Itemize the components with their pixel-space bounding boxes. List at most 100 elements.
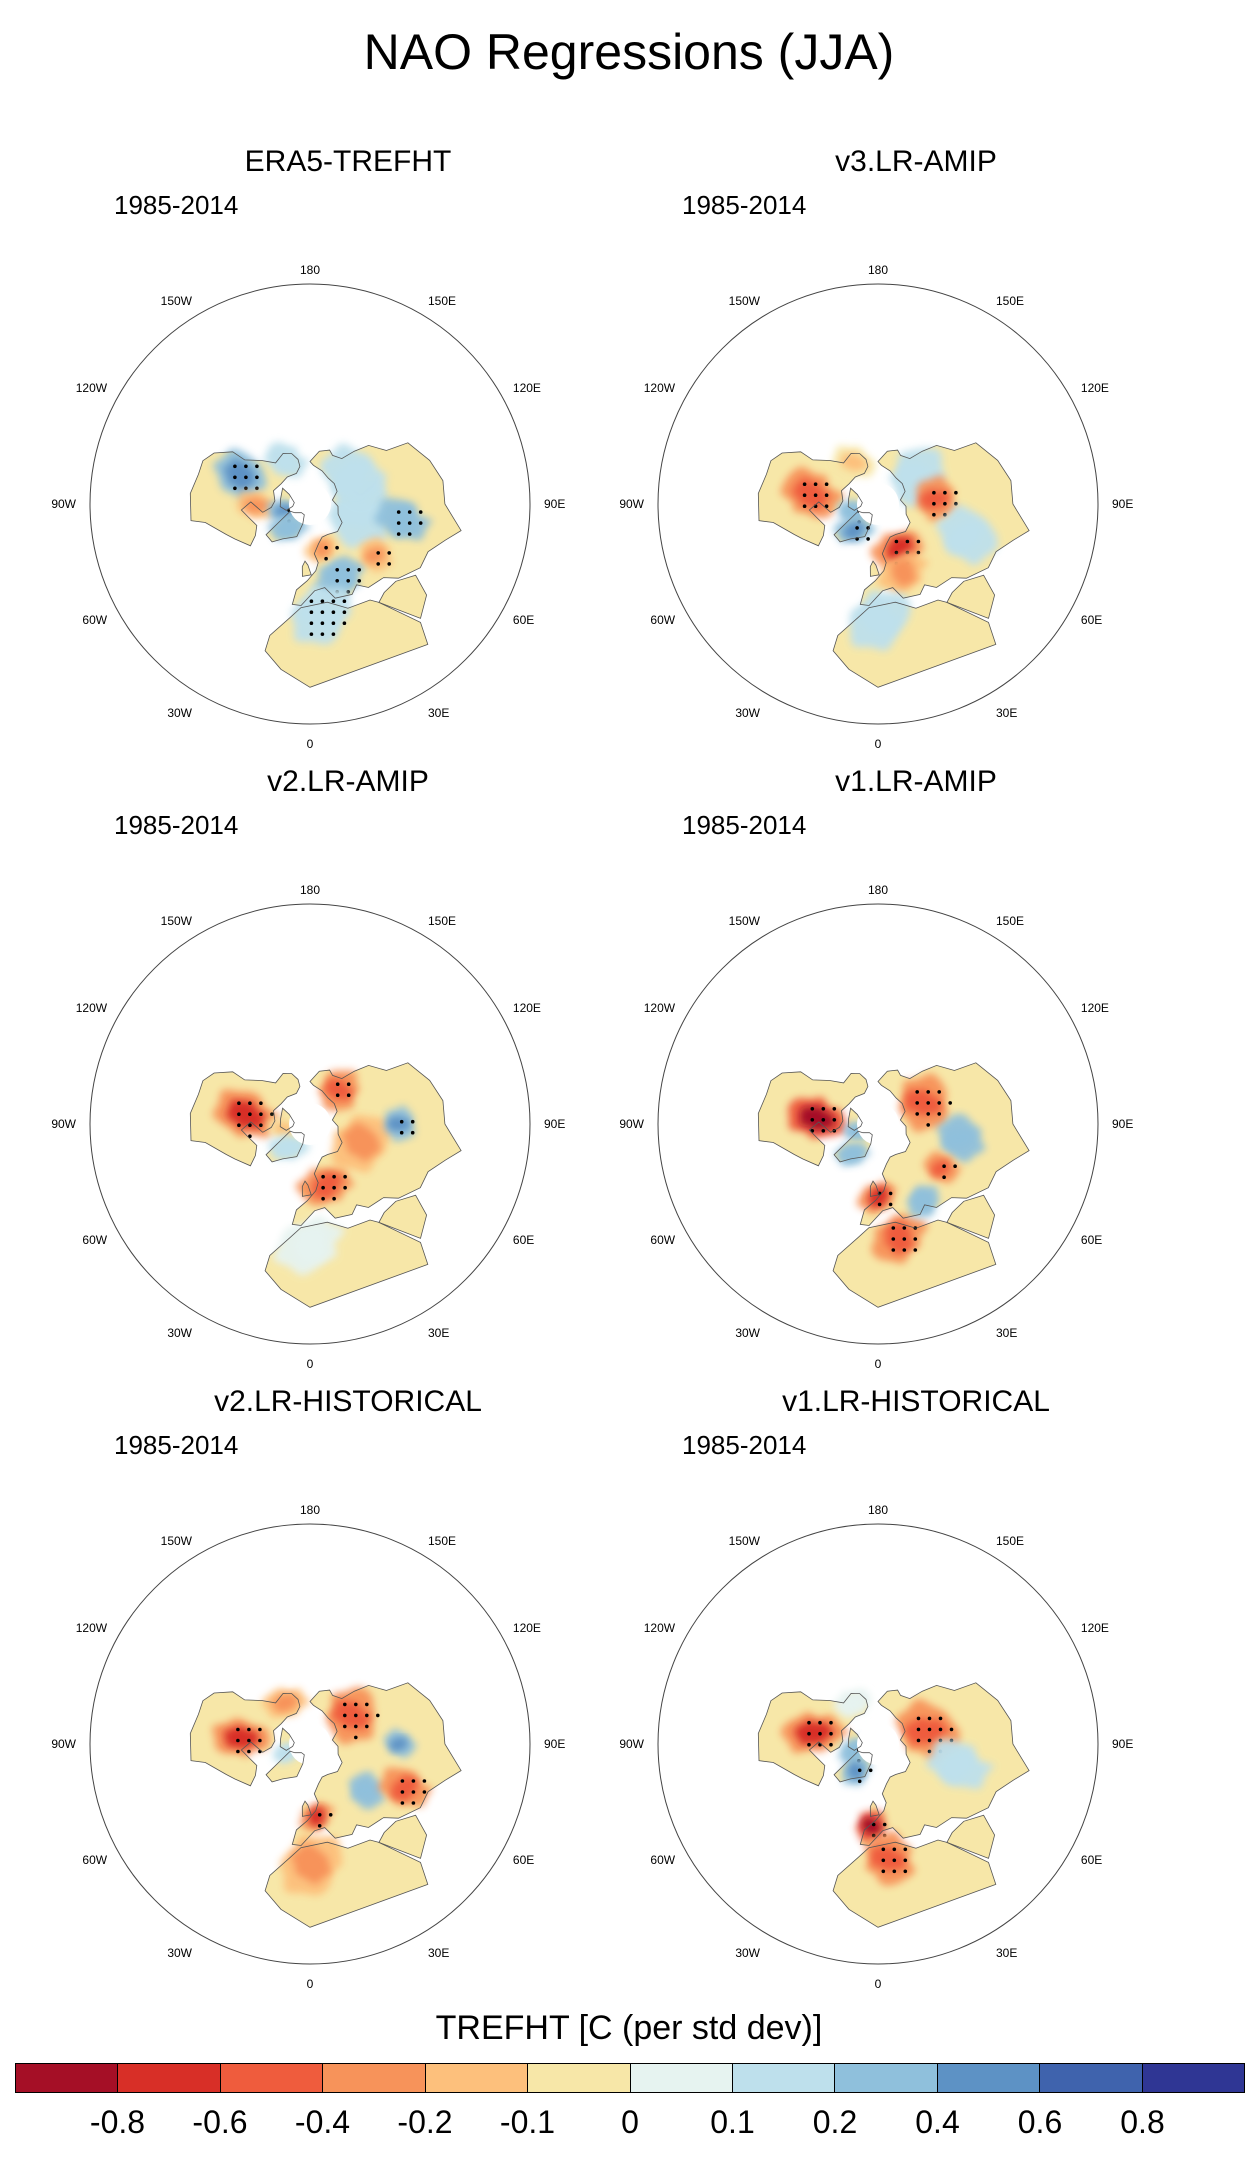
anomaly-region [276,1139,300,1157]
longitude-label: 120W [644,1001,676,1015]
longitude-label: 150E [996,914,1024,928]
coastline-eurasia [291,442,462,606]
anomaly-region [311,1171,343,1200]
colorbar-tick-label: -0.1 [499,2104,556,2140]
stipple-dot [376,551,381,555]
panel-period: 1985-2014 [682,810,807,840]
longitude-label: 30W [167,1946,192,1960]
stipple-dot [818,1720,822,1725]
stipple-dot [343,1185,347,1190]
stipple-dot [411,1790,416,1794]
anomaly-region [794,1720,836,1746]
stipple-dot [328,1813,333,1817]
anomaly-region [341,1123,381,1161]
coastline-eurasia [859,1062,1030,1226]
colorbar-swatch [1142,2064,1245,2092]
longitude-label: 30E [996,706,1017,720]
stipple-dot [410,1130,415,1135]
anomaly-region [290,1843,332,1884]
stipple-dot [422,1779,427,1783]
stipple-dot [829,1742,833,1747]
coastline-british-isles [869,560,880,577]
stipple-dot [888,1191,893,1196]
stipple-dot [233,475,237,480]
stipple-dot [346,568,351,572]
anomaly-region [271,1693,299,1713]
colorbar-tick-label: -0.6 [192,2104,248,2140]
coastline-british-isles [301,1180,312,1197]
stipple-dot [387,551,392,555]
coastlines [189,1062,462,1308]
stipple-dot [407,521,412,525]
stipple-dot [927,1749,932,1754]
stipple-dot [943,512,947,517]
longitude-label: 150W [729,914,761,928]
longitude-label: 30E [428,1946,449,1960]
stipple-dot [894,550,899,555]
anomaly-region [857,600,903,637]
stipple-dot [365,1702,369,1707]
longitude-label: 30W [735,706,760,720]
map-boundary [657,903,1099,1345]
coastline-arctic-archipelago [847,487,863,511]
colorbar-swatch [425,2064,529,2092]
stipple-dot [903,1869,908,1874]
coastline-arabia [378,1194,428,1239]
stipple-dot [365,1713,369,1718]
stipple-group [237,1101,274,1138]
colorbar-tick-label: 0 [621,2104,639,2140]
stipple-group [343,1702,380,1740]
stipple-group [807,1720,833,1747]
stipple-dot [821,1107,826,1111]
longitude-label: 180 [300,1503,320,1517]
stipple-dot [802,493,807,498]
stipple-dot [949,1727,954,1732]
coastline-greenland [833,510,873,543]
longitude-label: 90W [51,1737,76,1751]
stipple-dot [309,610,314,614]
stipple-dot [877,1202,882,1207]
stipple-dot [932,512,936,517]
stipple-dot [346,1093,351,1097]
stipple-dot [857,1779,862,1784]
stipple-dot [902,1237,907,1241]
stipple-dot [244,475,248,480]
coastline-arctic-archipelago [279,487,295,511]
longitude-label: 0 [307,1977,314,1991]
stipple-dot [942,1175,946,1179]
stipple-dot [324,545,328,550]
stipple-dot [407,510,412,514]
stipple-group [335,1082,351,1097]
coastline-british-isles [869,1180,880,1197]
coastline-africa [264,1839,429,1928]
stipple-dot [926,1101,930,1105]
stipple-group [324,545,339,561]
stipple-dot [396,510,401,514]
stipple-dot [913,1237,918,1241]
stipple-dot [810,1107,815,1111]
longitude-label: 120E [513,381,541,395]
colorbar-tick-label: -0.2 [397,2104,453,2140]
stipple-dot [365,1724,369,1729]
panel-v1-lr-historical: v1.LR-HISTORICAL 1985-2014 180 150E 120E 90… [619,1384,1196,1991]
stipple-dot [331,621,336,625]
longitude-label: 90E [544,1117,565,1131]
stipple-group [891,1226,918,1252]
stipple-dot [317,1824,322,1828]
stipple-dot [418,510,423,514]
panel-title: v1.LR-HISTORICAL [782,1385,1050,1418]
stipple-dot [881,1847,886,1852]
stipple-dot [320,610,325,614]
longitude-label: 90E [1112,497,1133,511]
colorbar-swatch [528,2064,631,2092]
stipple-dot [321,1174,325,1179]
stipple-dot [321,1185,325,1190]
anomaly-field [212,1687,434,1896]
map-boundary [89,283,531,725]
longitude-label: 30E [996,1946,1017,1960]
anomaly-region [243,497,270,515]
stipple-dot [331,632,336,636]
stipple-group [233,464,259,491]
stipple-group [317,1813,333,1828]
land-arabia [378,1195,427,1239]
